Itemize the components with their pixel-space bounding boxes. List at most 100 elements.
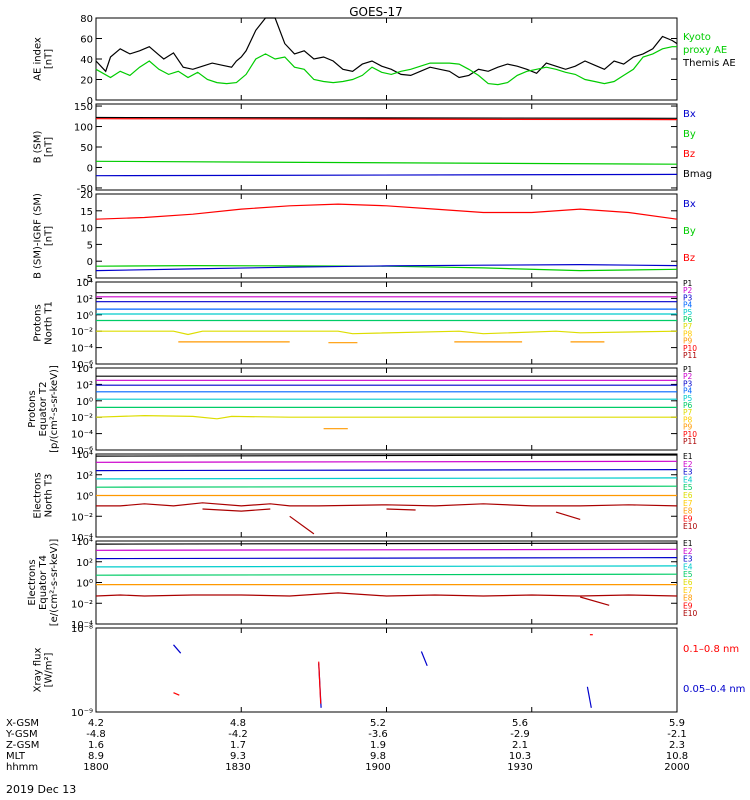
- x-row-value: 1830: [225, 762, 250, 773]
- y-tick-label: 10⁻²: [71, 413, 93, 424]
- y-tick-label: 150: [74, 102, 93, 113]
- series-line: [95, 160, 678, 165]
- legend-entry: P11: [683, 437, 697, 446]
- legend-entry: E3: [683, 555, 693, 564]
- y-tick-label: 20: [80, 190, 93, 201]
- x-axis-block: X-GSM 4.2 4.8 5.2 5.6 5.9 Y-GSM -4.8 -4.2 -3.6 -2.…: [5, 718, 690, 773]
- legend-entry: E10: [683, 522, 698, 531]
- y-axis-label: Electrons: [27, 559, 38, 605]
- legend-entry: E4: [683, 562, 693, 571]
- y-tick-label: 10⁴: [76, 278, 93, 289]
- x-row-value: 1.6: [88, 740, 104, 751]
- y-axis-label: [W/m²]: [44, 652, 55, 687]
- x-row-value: -2.1: [667, 729, 687, 740]
- y-tick-label: 15: [80, 207, 93, 218]
- legend-entry: Kyoto: [683, 32, 711, 43]
- y-tick-label: -50: [77, 184, 93, 195]
- legend-entry: E5: [683, 483, 693, 492]
- x-row-value: 1800: [83, 762, 108, 773]
- series-line: [95, 414, 677, 420]
- legend-entry: P7: [683, 322, 693, 331]
- x-row-value: -3.6: [368, 729, 388, 740]
- legend-entry: P1: [683, 279, 693, 288]
- panel-ae: 0 20 40 60 80 AE index [nT] Kyoto proxy AE Themis…: [33, 14, 736, 107]
- series-line: [95, 17, 678, 79]
- y-axis-label: [nT]: [44, 49, 55, 69]
- series-line: [586, 686, 592, 708]
- series-line: [173, 692, 180, 696]
- legend-entry: P3: [683, 293, 693, 302]
- series-line: [95, 454, 678, 457]
- x-row-label: X-GSM: [6, 718, 39, 729]
- legend-entry: Bz: [683, 149, 695, 160]
- y-axis-label: [nT]: [44, 226, 55, 246]
- y-axis-label: Protons: [27, 390, 38, 427]
- series-line: [95, 469, 678, 472]
- x-row-label: Z-GSM: [6, 740, 39, 751]
- legend-entry: P11: [683, 351, 697, 360]
- series-line: [289, 515, 315, 535]
- series-line: [95, 173, 678, 177]
- y-tick-label: 10⁻⁹: [71, 708, 93, 719]
- legend-entry: P9: [683, 337, 693, 346]
- panel-electrons_t4: 10⁻⁴ 10⁻² 10⁰ 10² 10⁴ Electrons Equator T4 [e/(…: [27, 537, 698, 631]
- legend-entry: E9: [683, 514, 693, 523]
- series-line: [95, 460, 678, 463]
- legend-entry: 0.05–0.4 nm: [683, 684, 745, 695]
- legend-entry: E7: [683, 586, 693, 595]
- series-line: [95, 542, 678, 545]
- y-tick-label: 10⁰: [76, 579, 93, 590]
- series-line: [173, 644, 182, 654]
- y-tick-label: 10²: [76, 471, 93, 482]
- series-line: [318, 661, 322, 704]
- y-axis-label: [nT]: [44, 137, 55, 157]
- x-row-value: -4.8: [86, 729, 106, 740]
- legend-entry: E7: [683, 499, 693, 508]
- legend-entry: P5: [683, 394, 693, 403]
- y-tick-label: 10⁻⁴: [71, 533, 93, 544]
- panel-xray: 10⁻⁹ 10⁻⁸ Xray flux [W/m²] 0.1–0.8 nm 0.05–0.…: [33, 624, 746, 719]
- x-row-value: 1.7: [230, 740, 246, 751]
- legend-entry: E10: [683, 609, 698, 618]
- series-line: [95, 477, 678, 480]
- x-row-value: 4.2: [88, 718, 104, 729]
- x-row-value: 10.8: [666, 751, 688, 762]
- y-tick-label: 20: [80, 76, 93, 87]
- y-tick-label: 10⁻⁴: [71, 620, 93, 631]
- legend-entry: By: [683, 129, 696, 140]
- series-line: [96, 502, 678, 507]
- y-tick-label: 10⁻²: [71, 327, 93, 338]
- legend-entry: E2: [683, 547, 693, 556]
- panel-bigrf: -5 0 5 10 15 20 B (SM)-IGRF (SM) [nT] Bx By Bz: [33, 190, 696, 285]
- legend-entry: P2: [683, 372, 693, 381]
- x-row-label: MLT: [6, 751, 26, 762]
- series-line: [95, 203, 678, 220]
- y-axis-label: North T1: [44, 301, 55, 345]
- series-line: [95, 573, 678, 576]
- legend-entry: P5: [683, 308, 693, 317]
- y-tick-label: 10⁻⁶: [71, 446, 93, 457]
- y-axis-label: [e/(cm²-s-sr-keV)]: [49, 539, 60, 627]
- legend-entry: E1: [683, 539, 693, 548]
- y-tick-label: 0: [87, 96, 93, 107]
- x-row-value: 2.3: [669, 740, 685, 751]
- y-axis-label: Electrons: [33, 472, 44, 518]
- legend-entry: P3: [683, 379, 693, 388]
- legend-entry: E2: [683, 460, 693, 469]
- y-tick-label: 80: [80, 14, 93, 25]
- series-line: [95, 263, 678, 272]
- x-row-value: 2.1: [512, 740, 528, 751]
- x-row-value: 5.2: [370, 718, 386, 729]
- legend-entry: E8: [683, 594, 693, 603]
- x-row-value: 9.3: [230, 751, 246, 762]
- y-tick-label: 10⁻⁴: [71, 344, 93, 355]
- x-row-value: 9.8: [370, 751, 386, 762]
- series-line: [95, 118, 678, 121]
- panel-frame: [95, 103, 678, 191]
- legend-entry: P8: [683, 329, 693, 338]
- x-row-label: hhmm: [6, 762, 38, 773]
- series-line: [96, 330, 678, 336]
- legend-entry: Bmag: [683, 169, 712, 180]
